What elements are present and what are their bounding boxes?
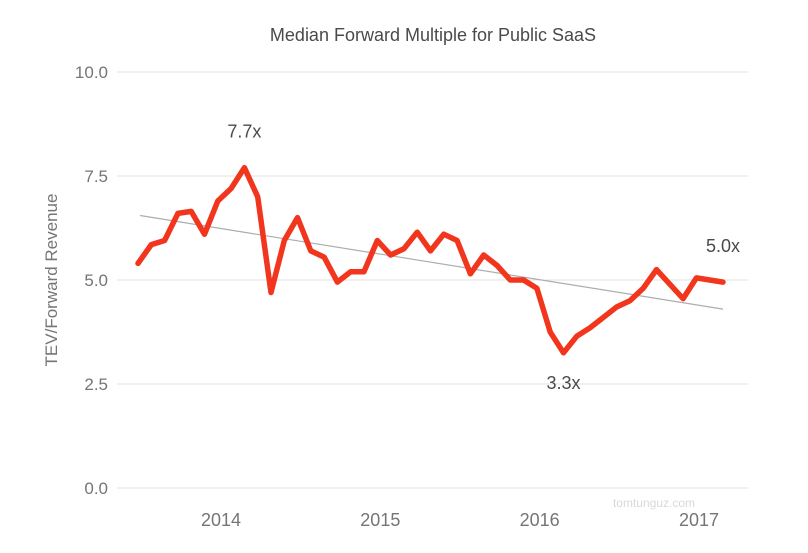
y-axis-tick-labels: 0.0 2.5 5.0 7.5 10.0 [75,63,108,498]
y-axis-title: TEV/Forward Revenue [42,194,61,367]
x-tick-label: 2017 [679,510,719,530]
series-line [135,164,726,356]
y-tick-label: 5.0 [84,271,108,290]
trend-line [139,214,724,310]
y-tick-label: 2.5 [84,375,108,394]
annotation-label: 3.3x [546,373,580,393]
annotation-label: 5.0x [706,236,740,256]
watermark: tomtunguz.com [613,496,695,510]
y-tick-label: 0.0 [84,479,108,498]
chart-title: Median Forward Multiple for Public SaaS [270,25,596,45]
data-annotations: 7.7x 3.3x 5.0x [227,122,740,393]
x-tick-label: 2014 [201,510,241,530]
gridlines [117,71,748,489]
y-tick-label: 7.5 [84,167,108,186]
x-tick-label: 2016 [520,510,560,530]
y-tick-label: 10.0 [75,63,108,82]
annotation-label: 7.7x [227,122,261,142]
x-tick-label: 2015 [360,510,400,530]
x-axis-tick-labels: 2014 2015 2016 2017 [201,510,719,530]
